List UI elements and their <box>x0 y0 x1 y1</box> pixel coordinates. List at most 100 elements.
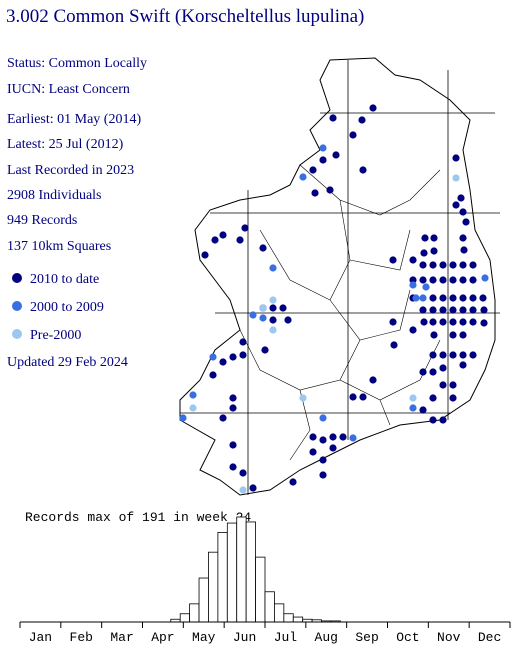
month-label: Aug <box>315 630 338 645</box>
record-dot <box>189 404 197 412</box>
record-dot <box>449 394 457 402</box>
record-dot <box>449 331 457 339</box>
record-dot <box>459 208 467 216</box>
bar <box>208 551 219 623</box>
record-dot <box>439 306 447 314</box>
record-dot <box>429 368 437 376</box>
record-dot <box>449 261 457 269</box>
record-dot <box>429 318 437 326</box>
record-dot <box>339 433 347 441</box>
record-dot <box>309 448 317 456</box>
bar <box>274 603 285 623</box>
record-dot <box>332 151 340 159</box>
record-dot <box>449 318 457 326</box>
info-line: Earliest: 01 May (2014) <box>7 112 141 127</box>
record-dot <box>449 306 457 314</box>
record-dot <box>259 304 267 312</box>
record-dot <box>459 306 467 314</box>
month-label: Sep <box>355 630 378 645</box>
record-dot <box>219 358 227 366</box>
record-dot <box>469 306 477 314</box>
record-dot <box>284 316 292 324</box>
info-line: 2908 Individuals <box>7 188 102 203</box>
record-dot <box>419 306 427 314</box>
record-dot <box>449 294 457 302</box>
record-dot <box>420 249 428 257</box>
record-dot <box>430 247 438 255</box>
record-dot <box>358 116 366 124</box>
bar <box>226 522 238 623</box>
record-dot <box>459 331 467 339</box>
page-title: 3.002 Common Swift (Korscheltellus lupul… <box>6 6 364 27</box>
record-dot <box>412 294 420 302</box>
record-dot <box>329 444 337 452</box>
info-line: 137 10km Squares <box>7 239 111 254</box>
record-dot <box>409 281 417 289</box>
record-dot <box>420 318 428 326</box>
record-dot <box>409 256 417 264</box>
record-dot <box>319 144 327 152</box>
info-line: IUCN: Least Concern <box>7 82 130 97</box>
record-dot <box>269 326 277 334</box>
record-dot <box>429 261 437 269</box>
record-dot <box>419 276 427 284</box>
record-dot <box>459 351 467 359</box>
info-line: Status: Common Locally <box>7 56 147 71</box>
map-outline <box>179 57 496 496</box>
bar <box>255 556 266 623</box>
record-dot <box>269 296 277 304</box>
record-dot <box>309 166 317 174</box>
month-label: Jun <box>233 630 256 645</box>
record-dot <box>452 201 460 209</box>
info-line: 949 Records <box>7 213 77 228</box>
record-dot <box>390 341 398 349</box>
bar <box>283 613 294 623</box>
legend-swatch <box>12 273 22 283</box>
bar <box>236 516 247 623</box>
record-dot <box>419 406 427 414</box>
record-dot <box>369 376 377 384</box>
record-dot <box>419 368 427 376</box>
record-dot <box>389 256 397 264</box>
record-dot <box>211 236 219 244</box>
record-dot <box>421 234 429 242</box>
record-dot <box>460 246 468 254</box>
month-label: Oct <box>396 630 419 645</box>
record-dot <box>239 351 247 359</box>
record-dot <box>459 261 467 269</box>
record-dot <box>319 456 327 464</box>
record-dot <box>481 274 489 282</box>
record-dot <box>449 276 457 284</box>
updated-note: Updated 29 Feb 2024 <box>7 355 128 370</box>
grid-lines <box>180 60 500 495</box>
record-dot <box>189 391 197 399</box>
map <box>179 57 500 496</box>
record-dot <box>429 394 437 402</box>
record-dot <box>430 234 438 242</box>
info-line: Latest: 25 Jul (2012) <box>7 137 124 152</box>
record-dot <box>249 311 257 319</box>
record-dot <box>389 318 397 326</box>
month-label: Dec <box>478 630 501 645</box>
record-dot <box>429 416 437 424</box>
histogram-title: Records max of 191 in week 24 <box>25 510 251 525</box>
month-label: Feb <box>70 630 93 645</box>
record-dot <box>422 283 430 291</box>
bar <box>198 577 209 623</box>
legend-label: 2010 to date <box>30 272 99 287</box>
record-dot <box>359 166 367 174</box>
record-dot <box>201 251 209 259</box>
record-dot <box>239 486 247 494</box>
record-dot <box>469 351 477 359</box>
record-dot <box>329 114 337 122</box>
record-dot <box>480 306 488 314</box>
record-dot <box>349 434 357 442</box>
legend-label: Pre-2000 <box>30 328 81 343</box>
record-dot <box>479 294 487 302</box>
record-dot <box>409 276 417 284</box>
record-dot <box>439 261 447 269</box>
record-dot <box>369 104 377 112</box>
info-panel: Status: Common Locally IUCN: Least Concer… <box>7 56 147 370</box>
record-dot <box>459 318 467 326</box>
record-dot <box>452 154 460 162</box>
